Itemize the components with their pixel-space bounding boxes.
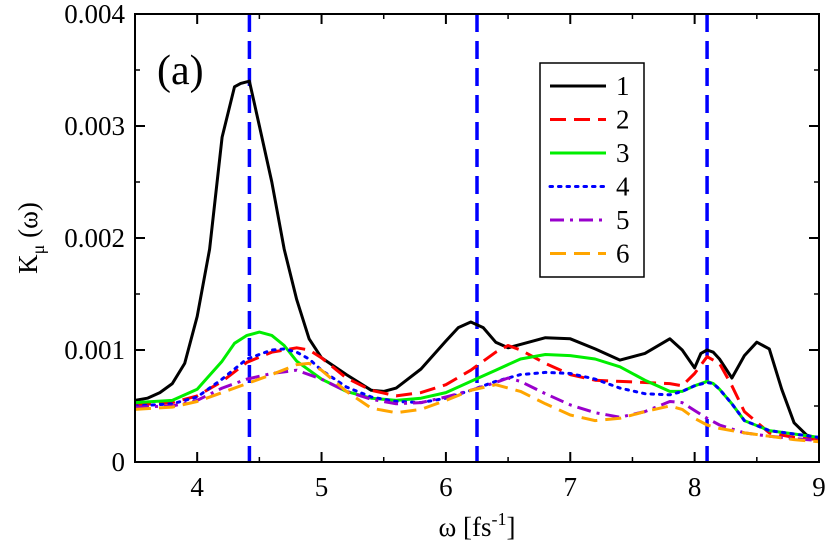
x-axis-label: ω [fs-1] <box>438 509 515 542</box>
legend-label-3: 3 <box>616 138 630 168</box>
plot-frame <box>134 13 820 463</box>
legend-label-4: 4 <box>616 172 630 202</box>
series-lines <box>135 79 819 444</box>
y-tick-label: 0.003 <box>64 111 125 141</box>
legend-box <box>539 62 645 278</box>
x-tick-labels: 4 5 6 7 8 9 <box>190 472 825 502</box>
y-axis-label-end: (ω) <box>13 202 43 245</box>
x-tick-label: 8 <box>688 472 702 502</box>
series-line-4 <box>135 347 819 439</box>
panel-label: (a) <box>157 48 204 94</box>
series-line-2 <box>135 344 819 442</box>
series-line-1 <box>135 79 819 440</box>
series-line-6 <box>135 361 819 444</box>
x-axis-label-main: ω [fs <box>438 512 491 542</box>
y-axis-label-main: K <box>13 254 43 274</box>
legend-label-6: 6 <box>616 239 630 269</box>
legend: 1 23 45 6 <box>539 62 645 278</box>
y-tick-label: 0.001 <box>64 335 125 365</box>
y-axis-label-sub: μ <box>28 245 48 255</box>
x-tick-label: 4 <box>190 472 204 502</box>
reference-lines <box>247 14 709 462</box>
legend-label-2: 2 <box>616 105 630 135</box>
y-tick-labels: 0 0.001 0.002 0.003 0.004 <box>64 0 125 477</box>
y-tick-label: 0.002 <box>64 223 125 253</box>
x-tick-label: 7 <box>564 472 578 502</box>
x-tick-label: 6 <box>439 472 453 502</box>
legend-label-1: 1 <box>616 71 630 101</box>
x-axis-label-end: ] <box>507 512 516 542</box>
x-tick-label: 5 <box>315 472 329 502</box>
y-tick-label: 0 <box>112 447 126 477</box>
y-axis-label: Kμ (ω) <box>13 202 48 274</box>
series-line-5 <box>135 368 819 443</box>
y-tick-label: 0.004 <box>64 0 125 29</box>
legend-label-5: 5 <box>616 205 630 235</box>
x-axis-label-sup: -1 <box>492 509 507 529</box>
x-tick-label: 9 <box>812 472 826 502</box>
